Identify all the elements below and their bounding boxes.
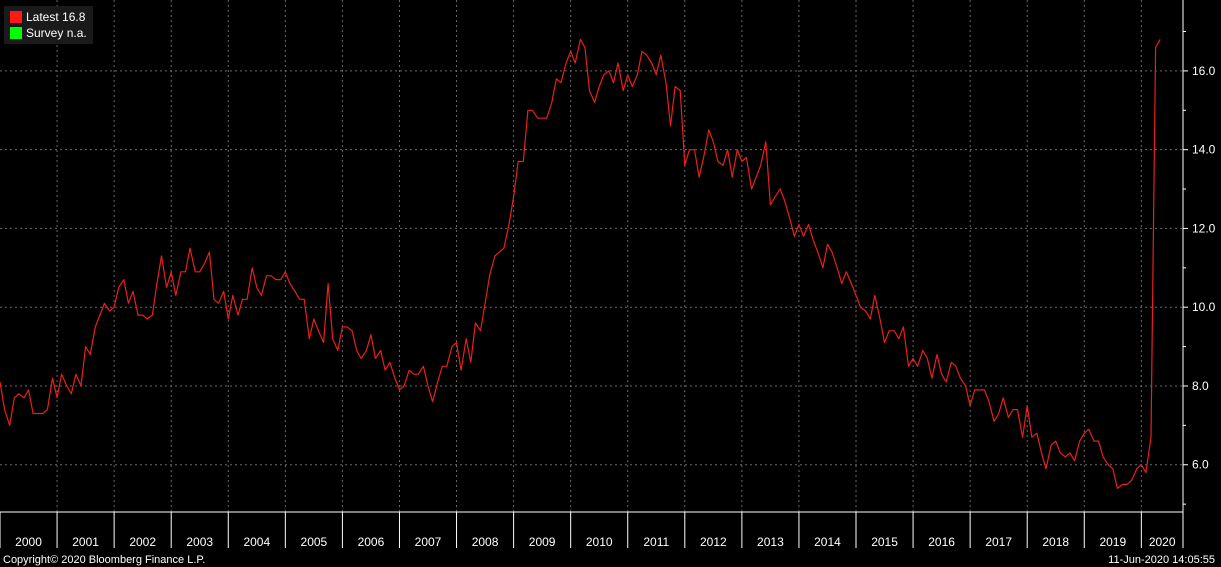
grid-lines: [0, 0, 1183, 512]
y-tick-label: 12.0: [1192, 221, 1216, 235]
x-tick-label: 2016: [928, 535, 955, 549]
legend-survey-label: Survey: [26, 26, 64, 40]
x-tick-label: 2015: [871, 535, 898, 549]
x-tick-label: 2011: [643, 535, 669, 549]
x-tick-label: 2005: [301, 535, 328, 549]
x-tick-label: 2014: [814, 535, 841, 549]
x-tick-label: 2001: [72, 535, 99, 549]
x-tick-label: 2018: [1042, 535, 1069, 549]
series-area: [0, 38, 1161, 489]
x-tick-label: 2019: [1099, 535, 1126, 549]
x-tick-label: 2012: [700, 535, 727, 549]
x-tick-label: 2017: [985, 535, 1012, 549]
x-tick-label: 2010: [586, 535, 613, 549]
series-line-latest: [0, 38, 1161, 489]
x-tick-label: 2003: [186, 535, 213, 549]
x-tick-label: 2006: [358, 535, 385, 549]
x-tick-label: 2009: [529, 535, 556, 549]
legend-item-survey: Survey n.a.: [10, 25, 87, 41]
legend-survey-value: n.a.: [66, 26, 87, 40]
y-tick-label: 16.0: [1192, 64, 1216, 78]
x-tick-label: 2000: [15, 535, 42, 549]
x-tick-label: 2013: [757, 535, 784, 549]
y-axis: 6.0 8.0 10.0 12.0 14.0 16.0: [1182, 0, 1216, 512]
x-axis: 2000 2001 2002 2003 2004 2005 2006 2007 2008 2009…: [0, 511, 1184, 549]
y-tick-label: 10.0: [1192, 300, 1216, 314]
x-tick-label: 2007: [415, 535, 442, 549]
legend: Latest 16.8 Survey n.a.: [4, 6, 93, 44]
legend-swatch-survey: [10, 27, 22, 39]
y-tick-label: 6.0: [1192, 458, 1209, 472]
legend-item-latest: Latest 16.8: [10, 9, 87, 25]
legend-latest-label: Latest: [26, 10, 59, 24]
x-tick-label: 2004: [243, 535, 270, 549]
y-tick-label: 8.0: [1192, 379, 1209, 393]
x-tick-label: 2002: [129, 535, 156, 549]
legend-latest-value: 16.8: [62, 10, 86, 24]
legend-swatch-latest: [10, 11, 22, 23]
timestamp-text: 11-Jun-2020 14:05:55: [1108, 554, 1215, 566]
copyright-text: Copyright© 2020 Bloomberg Finance L.P.: [3, 554, 206, 566]
x-tick-label: 2008: [472, 535, 499, 549]
y-tick-label: 14.0: [1192, 143, 1216, 157]
x-tick-label: 2020: [1149, 535, 1176, 549]
